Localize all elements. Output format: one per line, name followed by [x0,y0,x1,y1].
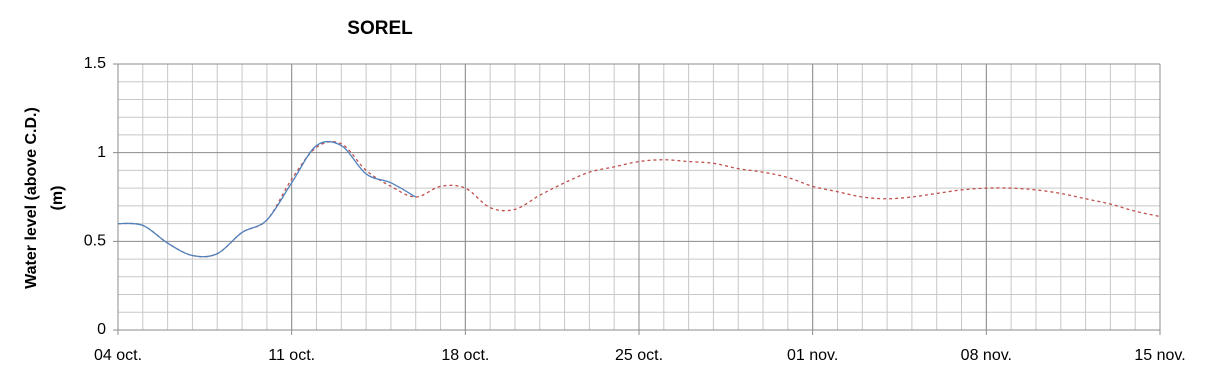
x-tick-label: 11 oct. [268,347,315,364]
y-tick-label: 0 [97,321,106,338]
series-line [117,140,417,258]
x-tick-label: 15 nov. [1134,347,1185,364]
y-tick-label: 1 [97,144,106,161]
y-tick-label: 1.5 [84,55,106,72]
y-tick-label: 0.5 [84,233,106,250]
y-axis-label: (m) [49,186,66,211]
x-tick-label: 25 oct. [615,347,663,364]
x-tick-label: 04 oct. [94,347,142,364]
x-tick-label: 01 nov. [787,347,838,364]
x-tick-label: 18 oct. [441,347,489,364]
x-tick-label: 08 nov. [961,347,1012,364]
chart-title: SOREL [347,18,413,39]
series-line [117,141,1161,258]
y-axis-label: Water level (above C.D.) [23,107,40,289]
